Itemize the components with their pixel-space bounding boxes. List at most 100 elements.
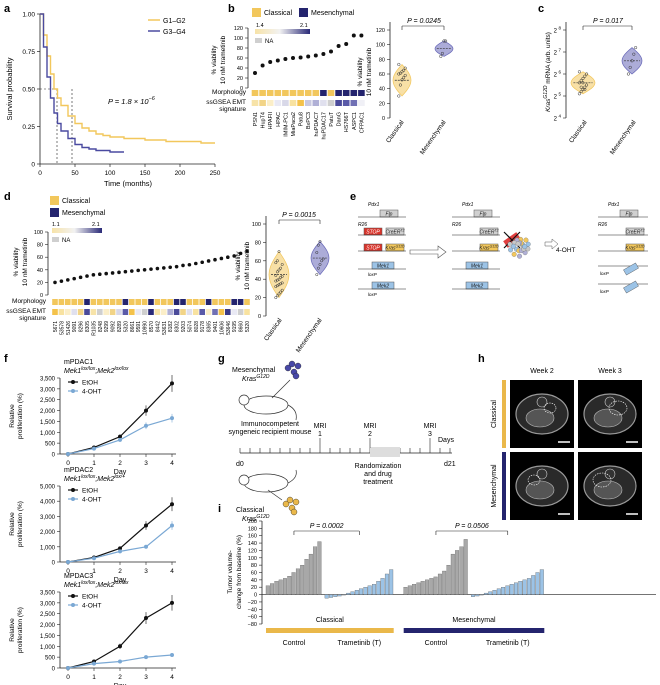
x-group-label: Control bbox=[283, 640, 306, 647]
x-group-label: Trametinib (T) bbox=[337, 640, 381, 647]
waterfall-bar bbox=[350, 591, 355, 595]
morphology-cell bbox=[193, 299, 199, 305]
y-tick-label: 60 bbox=[237, 56, 243, 62]
data-point bbox=[170, 381, 174, 386]
data-point bbox=[280, 281, 284, 285]
waterfall-bar bbox=[291, 572, 296, 595]
emt-cell bbox=[282, 100, 289, 106]
waterfall-bar bbox=[283, 578, 287, 595]
morphology-cell bbox=[289, 90, 297, 96]
mri-label: MRI bbox=[424, 423, 437, 430]
emt-cell bbox=[199, 309, 205, 315]
y-tick-label: 1.00 bbox=[22, 12, 35, 19]
morphology-cell bbox=[97, 299, 103, 305]
morphology-cell bbox=[304, 90, 312, 96]
morphology-cell bbox=[52, 299, 58, 305]
data-point bbox=[277, 250, 281, 254]
cell-line-label: 9091 bbox=[72, 321, 78, 332]
y-tick-label: 2 bbox=[554, 117, 558, 123]
data-point bbox=[275, 294, 279, 298]
d21-label: d21 bbox=[444, 461, 456, 468]
stop-box-label: STOP bbox=[366, 246, 380, 252]
spine bbox=[536, 468, 548, 480]
cell-line-label: 8570 bbox=[149, 321, 155, 332]
x-tick-label: 3 bbox=[144, 460, 148, 467]
y-tick-label: 2,500 bbox=[40, 612, 56, 618]
emt-cell bbox=[141, 309, 148, 315]
morphology-cell bbox=[312, 90, 320, 96]
cell-line-label: R1035 bbox=[91, 321, 97, 336]
data-point bbox=[321, 52, 326, 56]
data-point bbox=[316, 266, 320, 270]
tumor-outline bbox=[608, 400, 628, 416]
arrow-icon bbox=[409, 245, 447, 259]
row-label: Mesenchymal bbox=[491, 464, 498, 508]
morphology-cell bbox=[212, 299, 218, 305]
cell-icon bbox=[292, 498, 300, 506]
injection-icon bbox=[267, 489, 283, 501]
data-point bbox=[118, 434, 122, 439]
data-point bbox=[279, 290, 283, 294]
mek2-box-label: Mek2 bbox=[471, 284, 483, 290]
emt-cell bbox=[186, 309, 193, 315]
excised-mek2 bbox=[623, 280, 639, 294]
treatment-window bbox=[370, 447, 400, 457]
panel-d-letter: d bbox=[4, 191, 11, 203]
waterfall-bar bbox=[488, 591, 493, 595]
x-group-label: Trametinib (T) bbox=[486, 640, 530, 647]
data-point bbox=[118, 546, 122, 551]
svg-text:10 nM trametinib: 10 nM trametinib bbox=[244, 241, 251, 290]
tumor-cell bbox=[525, 241, 531, 247]
mesenchymal-bar bbox=[403, 628, 545, 633]
waterfall-bar bbox=[412, 584, 417, 595]
data-point bbox=[78, 275, 83, 280]
days-label: Days bbox=[438, 437, 454, 444]
waterfall-bar bbox=[483, 592, 488, 595]
y-tick-label: 0 bbox=[254, 593, 257, 599]
spine bbox=[604, 468, 616, 480]
waterfall-bar bbox=[313, 546, 318, 595]
panel-b-letter: b bbox=[228, 3, 235, 15]
data-point bbox=[351, 33, 356, 38]
morphology-cell bbox=[266, 90, 274, 96]
cell-line-label: 5320 bbox=[123, 321, 129, 332]
data-point bbox=[277, 268, 281, 272]
svg-text:% viability: % viability bbox=[211, 45, 218, 75]
x-axis-label: Time (months) bbox=[104, 179, 153, 188]
data-point bbox=[579, 79, 583, 83]
emt-cell bbox=[297, 100, 304, 106]
mri-label: MRI bbox=[364, 423, 377, 430]
waterfall-bar bbox=[459, 546, 464, 595]
cell-line-label: 5320 bbox=[245, 321, 251, 332]
data-point bbox=[174, 264, 179, 269]
classical-label: Classical bbox=[236, 507, 264, 514]
mouse-tail-icon bbox=[287, 469, 297, 484]
svg-text:2.1: 2.1 bbox=[92, 222, 100, 228]
svg-text:Mesenchymal: Mesenchymal bbox=[62, 210, 106, 217]
randomization-label: treatment bbox=[363, 479, 393, 486]
svg-text:Mesenchymal: Mesenchymal bbox=[419, 119, 448, 156]
mri-images: Week 2 Week 3 Classical Mesenchymal bbox=[491, 368, 642, 520]
y-axis-label: proliferation (%) bbox=[17, 607, 24, 653]
emt-cell bbox=[289, 100, 297, 106]
kras-label: KrasG12D bbox=[242, 514, 270, 523]
data-point bbox=[144, 544, 148, 549]
cell-icon bbox=[290, 508, 298, 516]
cell-line-label: CFPAC1 bbox=[359, 112, 365, 133]
data-point bbox=[630, 59, 634, 63]
waterfall-bar bbox=[479, 594, 484, 596]
emt-cell bbox=[237, 309, 244, 315]
group-bar bbox=[502, 452, 506, 520]
data-point bbox=[583, 74, 587, 78]
cell-line-label: DanG bbox=[337, 112, 343, 126]
svg-text:NA: NA bbox=[62, 238, 70, 244]
y-tick-label: 40 bbox=[237, 66, 243, 72]
data-point bbox=[439, 54, 443, 58]
data-point bbox=[181, 263, 185, 268]
f-panel-title: mPDAC1 bbox=[64, 359, 93, 366]
morphology-cell bbox=[180, 299, 186, 305]
emt-cell bbox=[312, 100, 320, 106]
d0-label: d0 bbox=[236, 461, 244, 468]
data-point bbox=[577, 70, 581, 74]
y-tick-exponent: 4 bbox=[558, 114, 561, 119]
